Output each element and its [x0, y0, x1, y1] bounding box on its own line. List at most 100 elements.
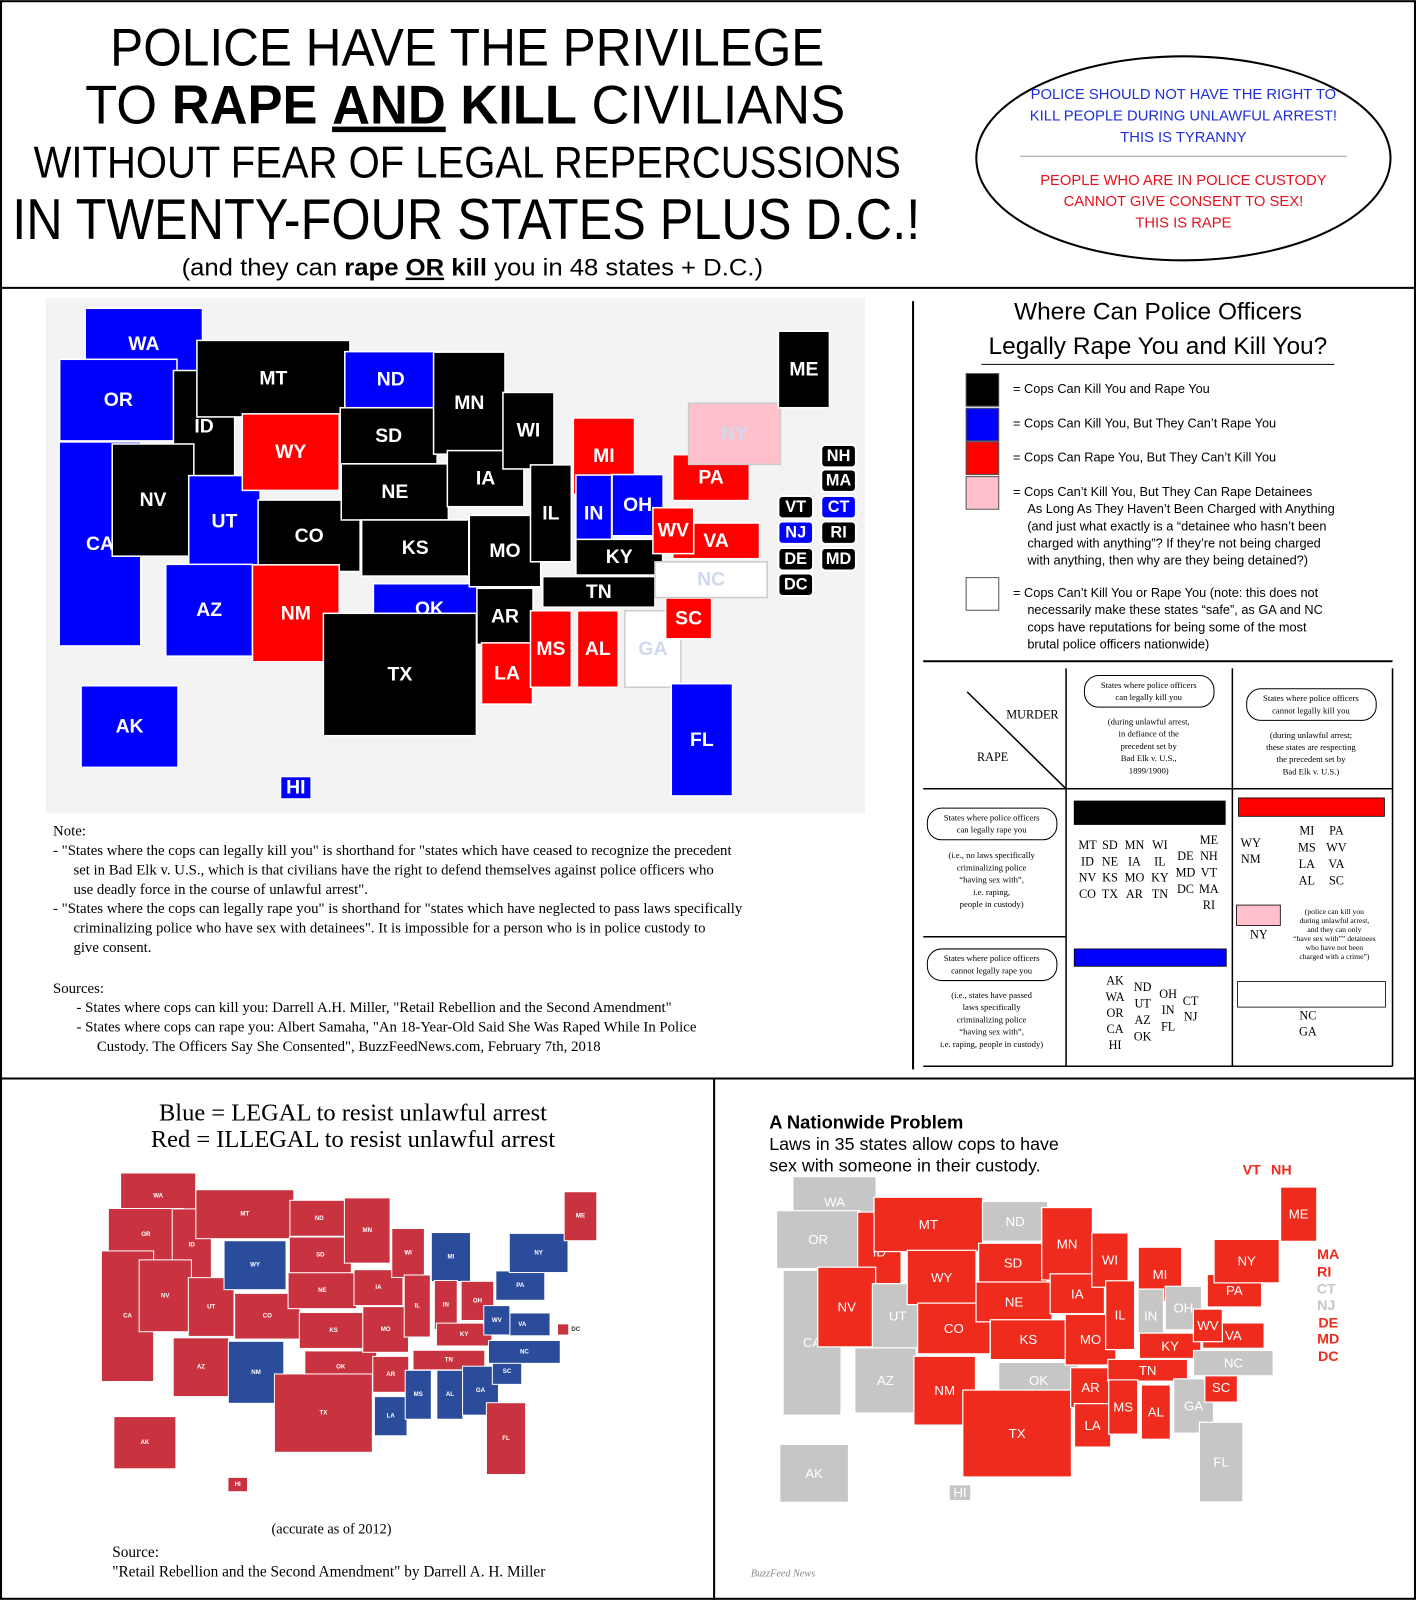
state-label: AZ [197, 1364, 205, 1371]
state-label: AR [491, 605, 519, 627]
state-tile [777, 546, 815, 572]
state-label: ME [576, 1213, 585, 1220]
state-label: AL [585, 638, 611, 660]
state-label: MI [448, 1254, 455, 1261]
state-label: WV [492, 1317, 503, 1324]
state-label: SD [316, 1251, 325, 1258]
state-tile [430, 1232, 472, 1283]
subtitle-part: you in 48 states + D.C.) [494, 255, 763, 282]
state-callout: DE [1318, 1315, 1338, 1331]
table-corner: RAPE [977, 750, 1008, 764]
state-label: CA [86, 533, 114, 555]
state-label: WY [250, 1262, 260, 1269]
state-label: CO [944, 1321, 964, 1336]
state-label: ND [377, 369, 405, 391]
state-abbr: FL [1161, 1020, 1175, 1034]
note-text: i.e. raping, people in custody) [940, 1039, 1043, 1049]
state-callout: NH [1271, 1162, 1292, 1178]
source-line: Custody. The Officers Say She Consented"… [97, 1039, 601, 1055]
state-label: VA [703, 530, 728, 552]
state-label: NE [1005, 1294, 1024, 1309]
note-text: (police can kill you [1305, 907, 1364, 916]
state-tile [1140, 1384, 1171, 1440]
state-label: PA [1226, 1283, 1243, 1298]
state-abbr: NM [1241, 852, 1261, 866]
state-tile [404, 1369, 432, 1420]
state-tile [575, 538, 664, 576]
subtitle-part: kill [451, 255, 487, 282]
state-callout: VT [1243, 1162, 1262, 1178]
note-text: laws specifically [963, 1002, 1022, 1012]
state-label: TX [388, 664, 413, 686]
cell-swatch [1073, 800, 1226, 825]
state-tile [652, 506, 695, 555]
note-text: the precedent set by [1276, 754, 1346, 764]
legend-swatch [965, 476, 1000, 510]
state-label: WI [404, 1249, 412, 1256]
state-tile [948, 1484, 972, 1502]
state-abbr: MT [1078, 838, 1097, 852]
state-label: OH [623, 494, 652, 516]
state-tile [485, 1402, 527, 1476]
state-tile [298, 1312, 369, 1349]
state-tile [113, 1416, 177, 1470]
note-line: - "States where the cops can legally kil… [53, 843, 732, 859]
state-tile [854, 1347, 917, 1414]
state-label: WI [1102, 1253, 1118, 1268]
state-label: VA [518, 1321, 527, 1328]
state-label: MN [1057, 1236, 1078, 1251]
state-abbr: ME [1200, 833, 1218, 847]
state-label: IL [415, 1303, 421, 1310]
headline-part: RAPE [172, 74, 318, 136]
state-label: ND [1006, 1214, 1025, 1229]
state-tile [344, 350, 438, 409]
state-abbr: DC [1177, 882, 1194, 896]
state-tile [195, 1189, 295, 1240]
state-abbr: IL [1154, 854, 1166, 868]
state-tile [273, 1373, 373, 1453]
legend-text: = Cops Can’t Kill You, But They Can Rape… [1013, 484, 1312, 499]
state-label: AR [1081, 1380, 1099, 1395]
legend-swatch [965, 373, 1000, 407]
state-tile [138, 1259, 192, 1333]
note-text: Bad Elk v. U.S., [1121, 753, 1177, 763]
content: POLICE SHOULD NOT HAVE THE RIGHT TO KILL … [53, 87, 1394, 1580]
note-text: (during unlawful arrest, [1108, 717, 1190, 727]
state-label: NJ [785, 524, 806, 542]
state-abbr: MI [1299, 824, 1314, 838]
note-text: 1899/1900) [1129, 765, 1169, 775]
state-label: OK [1029, 1373, 1048, 1388]
state-label: TN [445, 1357, 453, 1364]
state-label: KS [1019, 1332, 1037, 1347]
state-callout: DC [1318, 1349, 1339, 1365]
callout-text: CANNOT GIVE CONSENT TO SEX! [1064, 194, 1304, 210]
state-callout: RI [1317, 1264, 1331, 1280]
note-text: “having sex with”, [959, 1027, 1024, 1037]
state-label: GA [638, 638, 667, 660]
state-tile [111, 443, 195, 557]
state-tile [779, 1443, 850, 1503]
state-tile [480, 642, 534, 705]
state-label: MN [454, 392, 484, 414]
state-label: NC [697, 569, 725, 591]
state-label: ME [1289, 1207, 1309, 1222]
state-callout: CT [1317, 1282, 1336, 1298]
state-label: HI [286, 777, 305, 799]
state-label: RI [830, 524, 846, 542]
state-tile [373, 1396, 408, 1437]
state-tile [343, 1197, 391, 1264]
bubble-text: States where police officers [1263, 693, 1359, 703]
state-tile [962, 1389, 1073, 1478]
state-abbr: ID [1081, 854, 1094, 868]
state-abbr: NV [1079, 871, 1097, 885]
state-label: AK [116, 716, 144, 738]
state-tile [279, 775, 312, 800]
state-abbr: SD [1102, 838, 1118, 852]
state-tile [1108, 1379, 1139, 1435]
note-text: Bad Elk v. U.S.) [1283, 766, 1340, 776]
state-label: NV [161, 1292, 170, 1299]
state-abbr: MD [1176, 866, 1196, 880]
note-text: (during unlawful arrest; [1270, 730, 1352, 740]
cell-swatch [1237, 981, 1386, 1008]
